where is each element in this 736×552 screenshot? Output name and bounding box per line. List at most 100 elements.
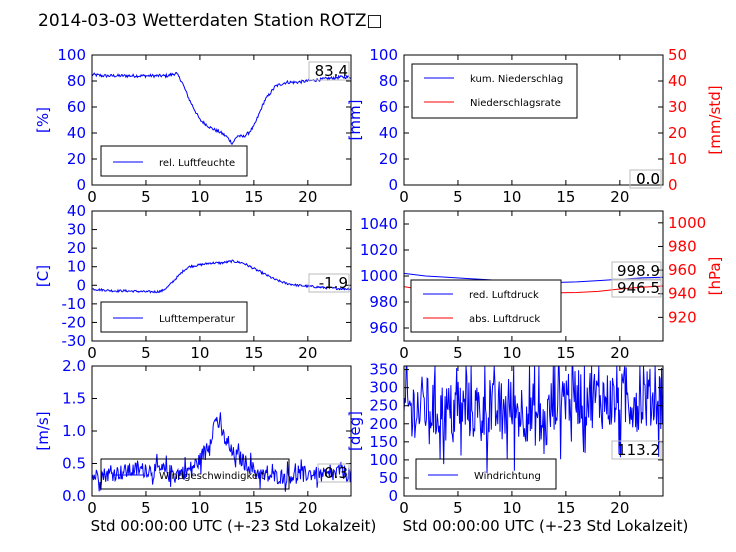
y-tick-label-right: 30	[668, 98, 687, 116]
y-tick-label-right: 40	[668, 72, 687, 90]
chart-panel-1: 0 5 10 15 20 0 20 40 60 80 100 [%] 83.4 rel. Luftfeuc…	[34, 46, 352, 206]
y-tick-label-left: 1.0	[62, 422, 86, 440]
x-tick-label: 15	[556, 344, 575, 362]
legend: kum. Niederschlag Niederschlagsrate	[411, 63, 578, 119]
legend-box	[415, 458, 557, 490]
legend-label: Lufttemperatur	[159, 314, 236, 325]
x-tick-label: 15	[244, 344, 263, 362]
y-axis-label-left: [%]	[34, 107, 52, 133]
x-tick-label: 5	[453, 344, 463, 362]
y-tick-label-left: 20	[67, 239, 86, 257]
y-tick-label-left: 0	[76, 276, 86, 294]
y-tick-label-left: 80	[67, 72, 86, 90]
value-annotation-2: 946.5	[617, 279, 660, 297]
x-tick-label: 0	[399, 188, 409, 206]
y-axis-label-left: [C]	[34, 265, 52, 287]
x-tick-label: 0	[87, 344, 97, 362]
y-tick-label-left: 40	[67, 202, 86, 220]
y-tick-label-left: 1040	[360, 215, 398, 233]
value-annotation-2: 0.0	[636, 170, 660, 188]
y-tick-label-left: -20	[62, 313, 87, 331]
legend-label: kum. Niederschlag	[470, 74, 563, 85]
legend: red. Luftdruck abs. Luftdruck	[410, 279, 562, 333]
x-tick-label: 20	[298, 188, 317, 206]
chart-panel-2: 0 5 10 15 20 0 20 40 60 80 100 0 10 20 30 40 50 [mm] [mm/s…	[346, 46, 724, 206]
x-tick-label: 15	[244, 499, 263, 517]
y-tick-label-right: 920	[668, 308, 697, 326]
y-tick-label-left: 100	[369, 46, 398, 64]
x-axis-label: Std 00:00:00 UTC (+-23 Std Lokalzeit)	[91, 517, 377, 535]
legend: Windrichtung	[415, 458, 557, 490]
y-tick-label-right: 940	[668, 285, 697, 303]
x-tick-label: 5	[141, 344, 151, 362]
value-annotation-2-box	[629, 169, 662, 189]
x-tick-label: 5	[453, 499, 463, 517]
y-tick-label-left: 20	[67, 150, 86, 168]
value-annotation: 0.0	[636, 170, 660, 188]
legend-label: rel. Luftfeuchte	[159, 158, 235, 169]
y-tick-label-left: 300	[369, 379, 398, 397]
legend: Windgeschwindigkeit	[100, 458, 290, 490]
plot-frame	[91, 54, 352, 186]
y-tick-label-left: -10	[62, 295, 87, 313]
y-tick-label-left: 80	[379, 72, 398, 90]
y-tick-label-right: 50	[668, 46, 687, 64]
y-tick-label-left: 40	[67, 124, 86, 142]
y-tick-label-left: -30	[62, 332, 87, 350]
legend-box	[100, 301, 248, 333]
legend-label: red. Luftdruck	[469, 290, 539, 301]
x-tick-label: 0	[87, 499, 97, 517]
y-tick-label-right: 960	[668, 261, 697, 279]
y-axis-label-right: [hPa]	[706, 257, 724, 296]
chart-panel-4: 0 5 10 15 20 960 980 1000 1020 1040 920 940 960 980 10…	[360, 210, 724, 362]
value-annotation-2-box	[611, 278, 662, 298]
legend-box	[410, 279, 562, 333]
x-tick-label: 15	[556, 188, 575, 206]
y-tick-label-left: 1000	[360, 267, 398, 285]
x-tick-label: 10	[502, 344, 521, 362]
y-tick-label-left: 0	[388, 487, 398, 505]
y-tick-label-right: 1000	[668, 214, 706, 232]
y-tick-label-left: 0	[388, 176, 398, 194]
x-tick-label: 10	[190, 499, 209, 517]
x-tick-label: 0	[399, 344, 409, 362]
y-tick-label-right: 0	[668, 176, 678, 194]
x-tick-label: 20	[610, 344, 629, 362]
x-tick-label: 20	[610, 188, 629, 206]
y-tick-label-left: 100	[369, 451, 398, 469]
legend-label: abs. Luftdruck	[469, 314, 540, 325]
x-tick-label: 15	[556, 499, 575, 517]
plot-frame	[403, 365, 664, 497]
y-tick-label-right: 980	[668, 237, 697, 255]
legend-box	[100, 145, 248, 177]
series-line-1	[92, 259, 351, 294]
y-tick-label-left: 0.5	[62, 455, 86, 473]
y-tick-label-right: 20	[668, 124, 687, 142]
y-axis-label-right: [mm/std]	[706, 85, 724, 154]
series-line-1	[404, 366, 663, 474]
legend: Lufttemperatur	[100, 301, 248, 333]
series-line-1	[92, 412, 351, 492]
y-axis-label-left: [mm]	[346, 100, 364, 141]
plot-frame	[403, 54, 664, 186]
y-tick-label-left: 980	[369, 293, 398, 311]
y-tick-label-left: 100	[57, 46, 86, 64]
y-tick-label-left: 60	[379, 98, 398, 116]
y-tick-label-left: 350	[369, 361, 398, 379]
legend: rel. Luftfeuchte	[100, 145, 248, 177]
y-tick-label-left: 0	[76, 176, 86, 194]
value-annotation-box	[308, 273, 350, 293]
value-annotation-box	[611, 261, 662, 281]
x-tick-label: 5	[141, 499, 151, 517]
value-annotation: 0.3	[324, 464, 348, 482]
value-annotation: 83.4	[315, 62, 348, 80]
y-tick-label-left: 20	[379, 150, 398, 168]
y-tick-label-left: 50	[379, 469, 398, 487]
y-tick-label-left: 200	[369, 415, 398, 433]
chart-panel-5: 0 5 10 15 20 0.0 0.5 1.0 1.5 2.0 [m/s] Std 00:00:00…	[34, 357, 376, 535]
y-axis-label-left: [m/s]	[34, 411, 52, 450]
x-tick-label: 0	[399, 499, 409, 517]
x-axis-label: Std 00:00:00 UTC (+-23 Std Lokalzeit)	[403, 517, 689, 535]
